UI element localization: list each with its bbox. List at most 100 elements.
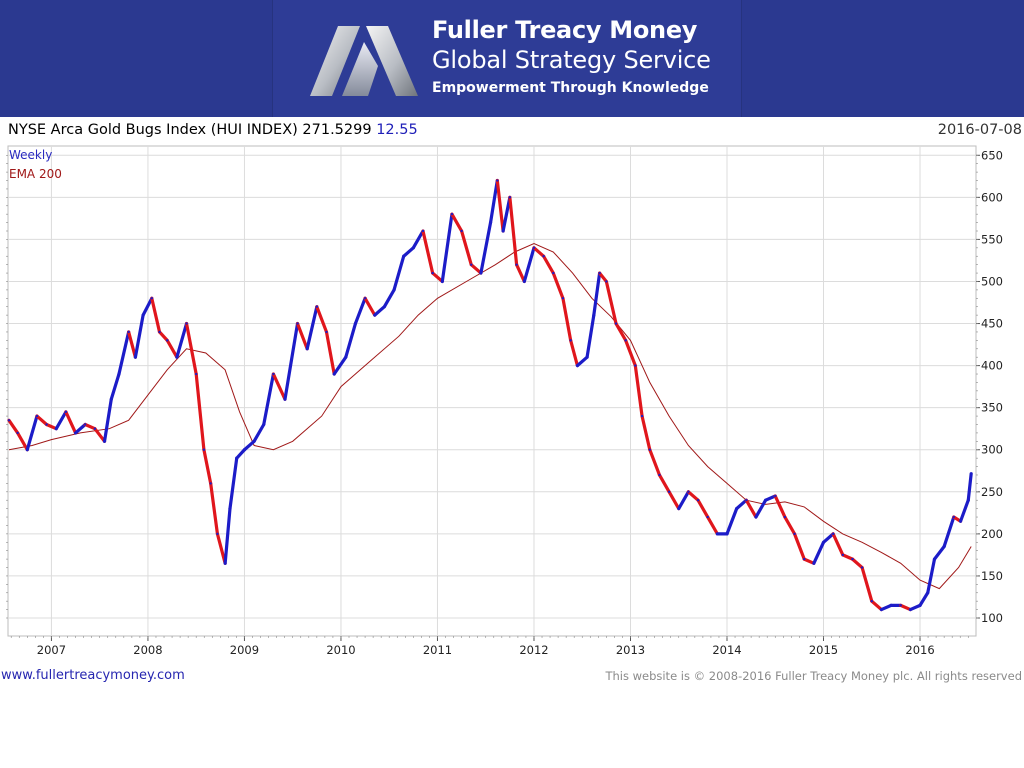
weekly-segment-down [667,490,681,511]
weekly-point [542,255,545,258]
weekly-point [687,490,690,494]
x-tick-label: 2014 [712,643,741,657]
weekly-segment-up [735,498,748,511]
chart-change-value: 12.55 [376,122,418,138]
weekly-segment-down [551,271,565,300]
weekly-segment-down [686,490,700,502]
y-tick-label: 300 [981,443,1003,457]
weekly-point [272,372,275,376]
weekly-point [735,507,738,510]
weekly-segment-down [150,296,162,334]
weekly-segment-up [918,591,930,607]
weekly-point [127,330,130,334]
weekly-segment-up [332,355,348,376]
weekly-segment-down [431,271,444,284]
weekly-point [441,280,444,283]
weekly-point [634,364,637,367]
weekly-point [576,364,579,367]
weekly-segment-up [440,212,454,284]
weekly-point [26,448,29,451]
weekly-segment-down [16,431,29,452]
weekly-point [648,448,651,451]
weekly-point [959,520,962,523]
weekly-segment-down [209,481,220,536]
weekly-segment-up [223,507,232,565]
weekly-segment-up [958,498,970,523]
weekly-segment-up [966,472,973,502]
weekly-segment-down [532,246,546,258]
weekly-point [754,515,758,519]
y-tick-label: 650 [981,148,1003,162]
weekly-segment-up [235,448,247,460]
weekly-point [283,398,287,401]
weekly-segment-up [353,296,367,326]
weekly-segment-up [879,603,893,612]
weekly-point [496,179,499,182]
legend-weekly: Weekly [9,148,52,162]
y-tick-label: 500 [981,274,1003,288]
weekly-segment-down [324,330,336,376]
weekly-segment-down [831,532,845,557]
x-tick-label: 2011 [423,643,452,657]
weekly-point [134,355,137,359]
weekly-point [501,229,505,233]
weekly-segment-up [522,246,536,284]
weekly-point [725,532,729,536]
weekly-point [209,482,212,485]
weekly-point [933,557,936,561]
weekly-segment-down [215,532,227,565]
y-tick-label: 200 [981,527,1003,541]
weekly-segment-up [73,422,87,435]
ema-200-line [8,243,972,590]
weekly-segment-down [194,372,206,452]
x-tick-label: 2016 [905,643,934,657]
website-link[interactable]: www.fullertreacymoney.com [1,668,185,683]
weekly-point [532,246,536,250]
weekly-point [667,490,671,494]
weekly-segment-down [792,532,806,561]
weekly-point [460,229,463,233]
weekly-point [605,280,608,283]
weekly-point [479,271,483,275]
weekly-point [569,339,572,342]
weekly-segment-up [488,178,499,225]
weekly-segment-down [773,494,787,519]
weekly-segment-down [271,372,287,401]
weekly-segment-down [802,557,816,565]
x-tick-label: 2007 [37,643,66,657]
weekly-point [141,313,145,317]
weekly-point [803,557,806,561]
legend-ema: EMA 200 [9,167,62,181]
weekly-point [333,372,336,376]
weekly-point [658,473,661,477]
weekly-point [745,499,748,502]
weekly-segment-down [657,473,671,494]
weekly-segment-up [677,490,690,511]
weekly-point [363,297,367,300]
weekly-point [677,507,680,510]
weekly-point [841,553,845,557]
weekly-segment-down [640,414,652,452]
weekly-segment-down [450,212,464,233]
weekly-point [952,515,956,519]
fuller-treacy-logo-icon[interactable] [308,22,420,98]
weekly-segment-down [469,263,483,275]
weekly-point [64,410,68,414]
weekly-point [909,608,912,611]
weekly-point [216,532,219,536]
weekly-point [969,472,973,475]
weekly-segment-up [932,544,946,561]
weekly-segment-down [64,410,78,435]
weekly-point [223,562,227,565]
weekly-point [252,440,256,443]
weekly-segment-down [184,321,198,376]
weekly-point [967,499,970,502]
weekly-segment-down [83,422,97,431]
weekly-point [508,196,512,199]
weekly-segment-down [850,557,864,570]
weekly-segment-up [411,229,425,250]
weekly-segment-down [614,321,628,342]
weekly-point [402,255,405,258]
y-tick-label: 100 [981,611,1003,625]
weekly-point [16,431,19,435]
